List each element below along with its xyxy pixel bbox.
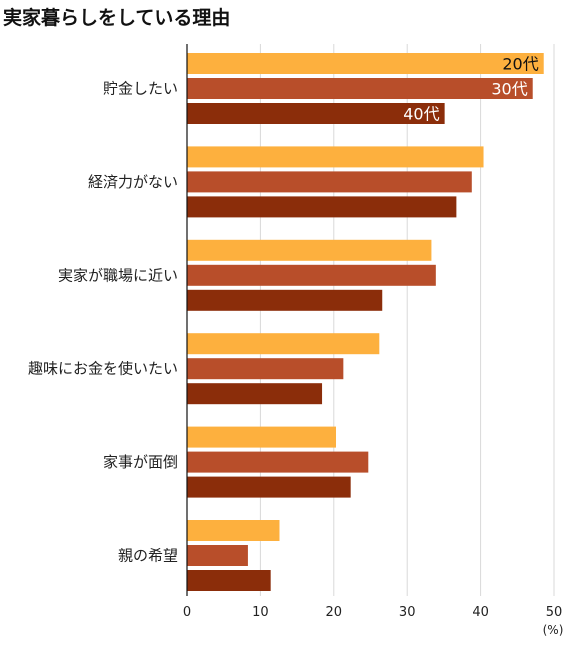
bar xyxy=(187,520,280,541)
bar xyxy=(187,78,533,99)
category-label: 親の希望 xyxy=(118,547,178,565)
x-axis-unit: (%) xyxy=(543,623,564,637)
bar xyxy=(187,264,436,286)
x-tick-label: 20 xyxy=(326,605,343,620)
x-tick-label: 30 xyxy=(399,605,416,620)
bar xyxy=(187,289,383,311)
series-label: 20代 xyxy=(502,55,538,74)
bar xyxy=(187,451,369,473)
bar xyxy=(187,476,351,498)
chart-title: 実家暮らしをしている理由 xyxy=(3,6,230,29)
series-label: 30代 xyxy=(491,80,527,99)
gridlines xyxy=(259,44,555,596)
bar xyxy=(187,383,323,405)
bar xyxy=(187,333,380,355)
series-label: 40代 xyxy=(403,105,439,124)
bar xyxy=(187,103,445,124)
category-label: 貯金したい xyxy=(103,80,178,98)
category-label: 実家が職場に近い xyxy=(58,266,178,284)
category-label: 家事が面倒 xyxy=(103,453,178,471)
x-tick-label: 40 xyxy=(472,605,489,620)
bar xyxy=(187,239,432,261)
bar xyxy=(187,426,337,448)
bar xyxy=(187,53,544,74)
category-label: 趣味にお金を使いたい xyxy=(28,360,178,378)
bars: 20代 30代 40代 xyxy=(187,53,544,591)
x-tick-label: 10 xyxy=(252,605,269,620)
x-tick-label: 0 xyxy=(183,605,191,620)
bar xyxy=(187,146,484,168)
bar xyxy=(187,171,472,193)
x-tick-label: 50 xyxy=(546,605,563,620)
bar xyxy=(187,545,248,566)
x-axis-ticks: 0 10 20 30 40 50 xyxy=(183,605,562,620)
category-label: 経済力がない xyxy=(88,173,178,191)
bar xyxy=(187,196,457,218)
bar xyxy=(187,570,271,591)
bar xyxy=(187,358,344,380)
